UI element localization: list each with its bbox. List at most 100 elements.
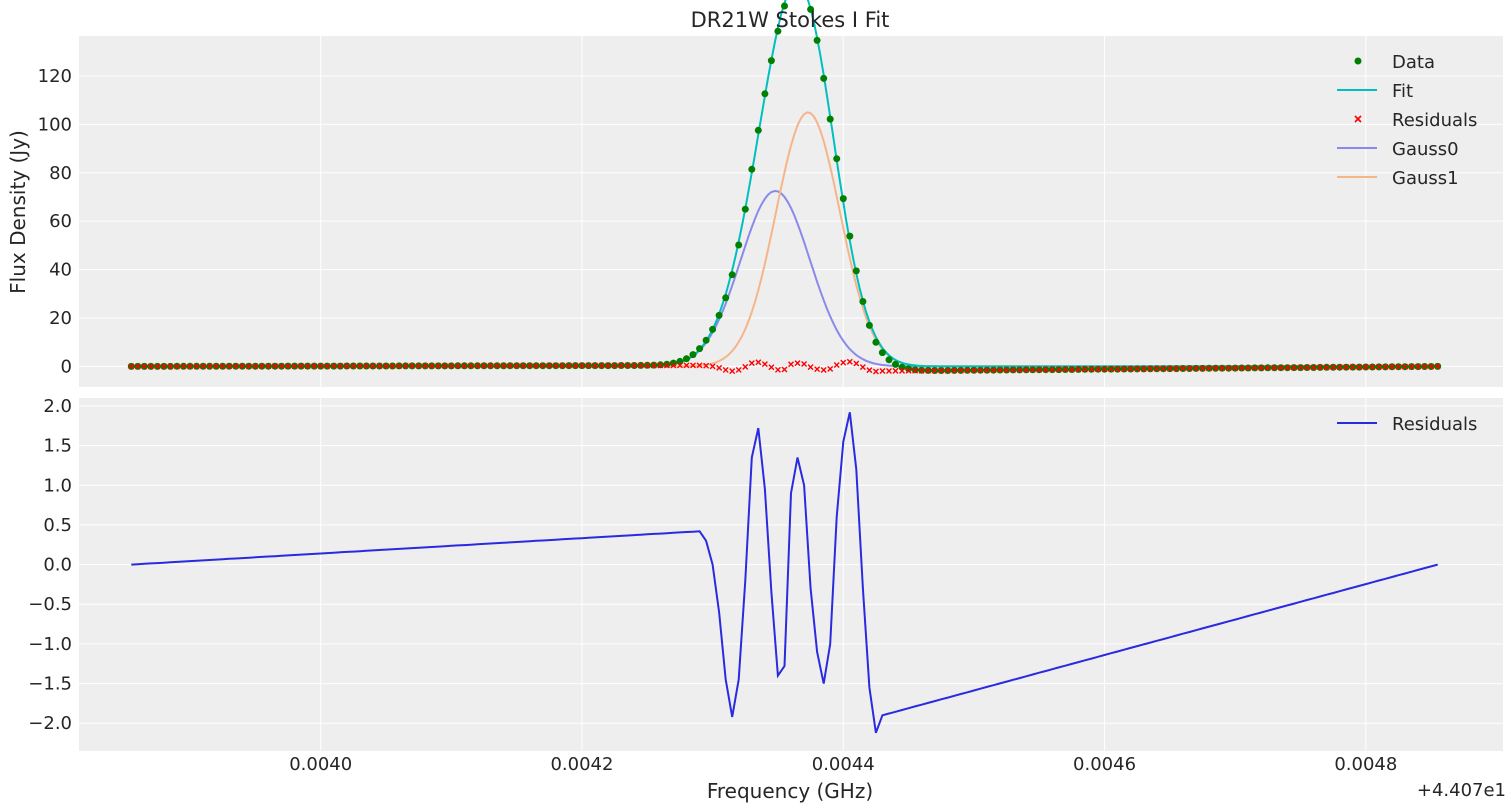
data-point: [898, 363, 906, 371]
residual-marker: [657, 362, 664, 369]
residual-y-tick-label: 0.5: [43, 515, 72, 536]
residual-marker: [1343, 364, 1350, 371]
residual-marker: [356, 363, 363, 370]
residual-marker: [147, 363, 154, 370]
residual-marker: [428, 362, 435, 369]
residual-marker: [1290, 364, 1297, 371]
residual-marker: [1336, 364, 1343, 371]
data-point: [826, 115, 834, 123]
residual-marker: [983, 367, 990, 374]
residual-line: [131, 412, 1438, 734]
residual-marker: [1003, 367, 1010, 373]
residual-marker: [494, 362, 501, 369]
residual-marker: [298, 363, 305, 370]
data-point: [905, 365, 913, 373]
residual-marker: [1330, 364, 1337, 371]
residual-marker: [500, 362, 507, 369]
residual-marker: [670, 362, 677, 369]
residual-marker: [918, 367, 925, 374]
residual-marker: [899, 367, 906, 374]
residual-marker: [1245, 364, 1252, 371]
data-point: [781, 2, 788, 10]
residual-marker: [944, 367, 951, 374]
residual-marker: [951, 367, 958, 374]
residual-marker: [807, 364, 814, 371]
residual-marker: [827, 365, 834, 372]
residual-marker: [1402, 363, 1409, 370]
residual-marker: [487, 362, 494, 369]
x-tick-label: 0.0048: [1334, 754, 1397, 775]
residual-marker: [389, 362, 396, 369]
residual-marker: [801, 361, 808, 367]
legend-fit-label: Fit: [1392, 81, 1413, 102]
residual-marker: [742, 363, 749, 370]
data-point: [859, 298, 867, 305]
legend-gauss1-label: Gauss1: [1392, 168, 1459, 189]
residual-marker: [1081, 366, 1088, 373]
residual-plot-area: [79, 398, 1503, 751]
data-point: [741, 205, 749, 213]
residual-marker: [461, 362, 468, 369]
residual-marker: [480, 362, 487, 369]
residual-marker: [1382, 363, 1389, 370]
residual-marker: [1297, 364, 1304, 371]
data-point: [722, 294, 730, 302]
residual-marker: [396, 362, 403, 369]
residual-marker: [859, 364, 866, 371]
residual-marker: [1258, 364, 1265, 371]
residual-y-tick-label: −1.0: [28, 634, 72, 655]
residual-marker: [383, 362, 390, 369]
residual-marker: [1304, 364, 1311, 371]
residual-marker: [409, 362, 416, 369]
residual-marker: [520, 362, 527, 369]
residual-marker: [1421, 363, 1428, 370]
legend-data-marker: [1354, 57, 1362, 65]
residual-marker: [755, 359, 762, 366]
residual-panel: 2.01.51.00.50.0−0.5−1.0−1.5−2.0 0.0040 0.…: [28, 396, 1506, 803]
residual-marker: [957, 367, 964, 374]
residual-marker: [866, 367, 873, 374]
flux-y-tick-label: 20: [49, 308, 72, 329]
residual-marker: [539, 362, 546, 369]
residual-x-ticks: 0.0040 0.0042 0.0044 0.0046 0.0048: [289, 754, 1397, 775]
residual-marker: [1349, 364, 1356, 371]
chart-title: DR21W Stokes I Fit: [691, 8, 890, 32]
residual-marker: [376, 362, 383, 369]
residual-marker: [650, 362, 657, 369]
residual-y-tick-label: −0.5: [28, 594, 72, 615]
residual-marker: [206, 363, 213, 370]
residual-marker: [1284, 364, 1291, 371]
residual-marker: [872, 368, 879, 375]
residual-marker: [219, 363, 226, 370]
residual-marker: [317, 363, 324, 370]
flux-y-tick-label: 40: [49, 260, 72, 281]
x-offset-label: +4.407e1: [1417, 780, 1506, 801]
residual-marker: [690, 362, 697, 369]
residual-marker: [1101, 366, 1108, 373]
residual-marker: [683, 362, 690, 369]
residual-marker: [912, 367, 919, 374]
residual-marker: [637, 362, 644, 369]
residual-marker: [905, 367, 912, 374]
residual-marker: [454, 362, 461, 369]
residual-marker: [846, 358, 853, 365]
data-point: [689, 351, 697, 359]
residual-marker: [1212, 365, 1219, 372]
residual-marker: [180, 363, 187, 370]
residual-marker: [526, 362, 533, 369]
residual-marker: [774, 366, 781, 373]
residual-marker: [435, 362, 442, 369]
residual-y-tick-label: 1.0: [43, 475, 72, 496]
residual-marker: [1408, 363, 1415, 370]
residual-marker: [474, 362, 481, 369]
residual-marker: [696, 362, 703, 369]
residual-marker: [350, 363, 357, 370]
residual-marker: [578, 362, 585, 369]
residual-marker: [716, 364, 723, 371]
residual-marker: [363, 363, 370, 369]
residual-marker: [1088, 366, 1095, 373]
residual-marker: [1121, 366, 1128, 373]
residual-marker: [833, 361, 840, 368]
data-point: [702, 336, 710, 344]
residual-marker: [592, 362, 599, 369]
